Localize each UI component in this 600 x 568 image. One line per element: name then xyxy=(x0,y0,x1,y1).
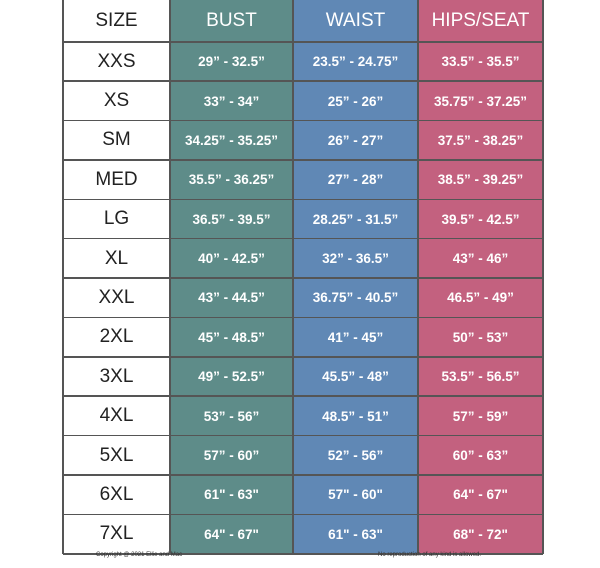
row-line xyxy=(63,159,543,161)
col-line xyxy=(417,0,419,554)
measurement: 38.5” - 39.25” xyxy=(437,172,524,188)
size-label: XXS xyxy=(97,50,136,72)
column-bg xyxy=(63,0,170,554)
size-label: XXL xyxy=(98,286,135,308)
measurement: 46.5” - 49” xyxy=(447,290,514,306)
measurement: 39.5” - 42.5” xyxy=(441,211,520,227)
measurement: 32” - 36.5” xyxy=(322,251,389,267)
column-bg xyxy=(418,0,543,554)
measurement: 35.75” - 37.25” xyxy=(433,93,528,109)
measurement: 45” - 48.5” xyxy=(198,329,265,345)
col-line xyxy=(169,0,171,554)
header-cell: WAIST xyxy=(325,10,386,31)
measurement: 50” - 53” xyxy=(452,329,509,345)
measurement: 41” - 45” xyxy=(327,329,384,345)
measurement: 43” - 46” xyxy=(452,251,509,267)
measurement: 34.25” - 35.25” xyxy=(184,132,279,148)
measurement: 27” - 28” xyxy=(327,172,384,188)
measurement: 33.5” - 35.5” xyxy=(441,54,520,70)
measurement: 57" - 60" xyxy=(328,487,383,503)
row-line xyxy=(63,474,543,476)
notice: No reproduction of any kind is allowed. xyxy=(378,552,482,558)
row-line xyxy=(63,277,543,279)
row-line xyxy=(63,513,543,516)
size-label: 5XL xyxy=(99,444,134,466)
measurement: 33” - 34” xyxy=(203,93,260,109)
measurement: 29” - 32.5” xyxy=(198,54,265,70)
measurement: 57” - 60” xyxy=(203,448,260,464)
size-label: 6XL xyxy=(99,483,134,505)
size-label: LG xyxy=(103,208,130,230)
row-line xyxy=(63,119,543,122)
col-line xyxy=(542,0,544,554)
measurement: 36.75” - 40.5” xyxy=(312,290,399,306)
measurement: 26” - 27” xyxy=(327,132,384,148)
row-line xyxy=(63,41,543,43)
col-line xyxy=(62,0,64,554)
size-label: 7XL xyxy=(99,523,134,545)
measurement: 68" - 72" xyxy=(453,526,508,542)
measurement: 25” - 26” xyxy=(327,93,384,109)
measurement: 64" - 67" xyxy=(453,487,508,503)
row-line xyxy=(63,434,543,437)
measurement: 60” - 63” xyxy=(452,448,509,464)
measurement: 40” - 42.5” xyxy=(198,251,265,267)
measurement: 61" - 63" xyxy=(204,487,259,503)
measurement: 57” - 59” xyxy=(452,408,509,424)
row-line xyxy=(63,553,543,555)
size-label: XS xyxy=(103,90,130,112)
header-cell: HIPS/SEAT xyxy=(431,10,530,31)
col-line xyxy=(292,0,294,554)
row-line xyxy=(63,80,543,82)
row-line xyxy=(63,237,543,240)
header-cell: BUST xyxy=(206,10,257,31)
header-cell: SIZE xyxy=(95,10,138,31)
row-line xyxy=(63,316,543,319)
measurement: 23.5” - 24.75” xyxy=(312,54,399,70)
size-label: 3XL xyxy=(99,365,134,387)
size-label: MED xyxy=(95,168,138,190)
measurement: 49” - 52.5” xyxy=(198,369,265,385)
measurement: 28.25” - 31.5” xyxy=(312,211,399,227)
row-line xyxy=(63,198,543,201)
size-label: 2XL xyxy=(99,326,134,348)
row-line xyxy=(63,395,543,397)
measurement: 53” - 56” xyxy=(203,408,260,424)
measurement: 35.5” - 36.25” xyxy=(188,172,275,188)
copyright: Copyright @ 2021 Ellie and Mac xyxy=(96,552,183,558)
measurement: 48.5” - 51” xyxy=(322,408,389,424)
measurement: 37.5” - 38.25” xyxy=(437,132,524,148)
measurement: 53.5” - 56.5” xyxy=(441,369,520,385)
row-line xyxy=(63,356,543,358)
measurement: 64" - 67" xyxy=(204,526,259,542)
measurement: 52” - 56” xyxy=(327,448,384,464)
size-label: SM xyxy=(102,129,131,151)
measurement: 43” - 44.5” xyxy=(198,290,265,306)
size-label: XL xyxy=(104,247,129,269)
column-bg xyxy=(293,0,418,554)
measurement: 61" - 63" xyxy=(328,526,383,542)
measurement: 36.5” - 39.5” xyxy=(192,211,271,227)
column-bg xyxy=(170,0,293,554)
size-label: 4XL xyxy=(99,405,134,427)
measurement: 45.5” - 48” xyxy=(322,369,389,385)
